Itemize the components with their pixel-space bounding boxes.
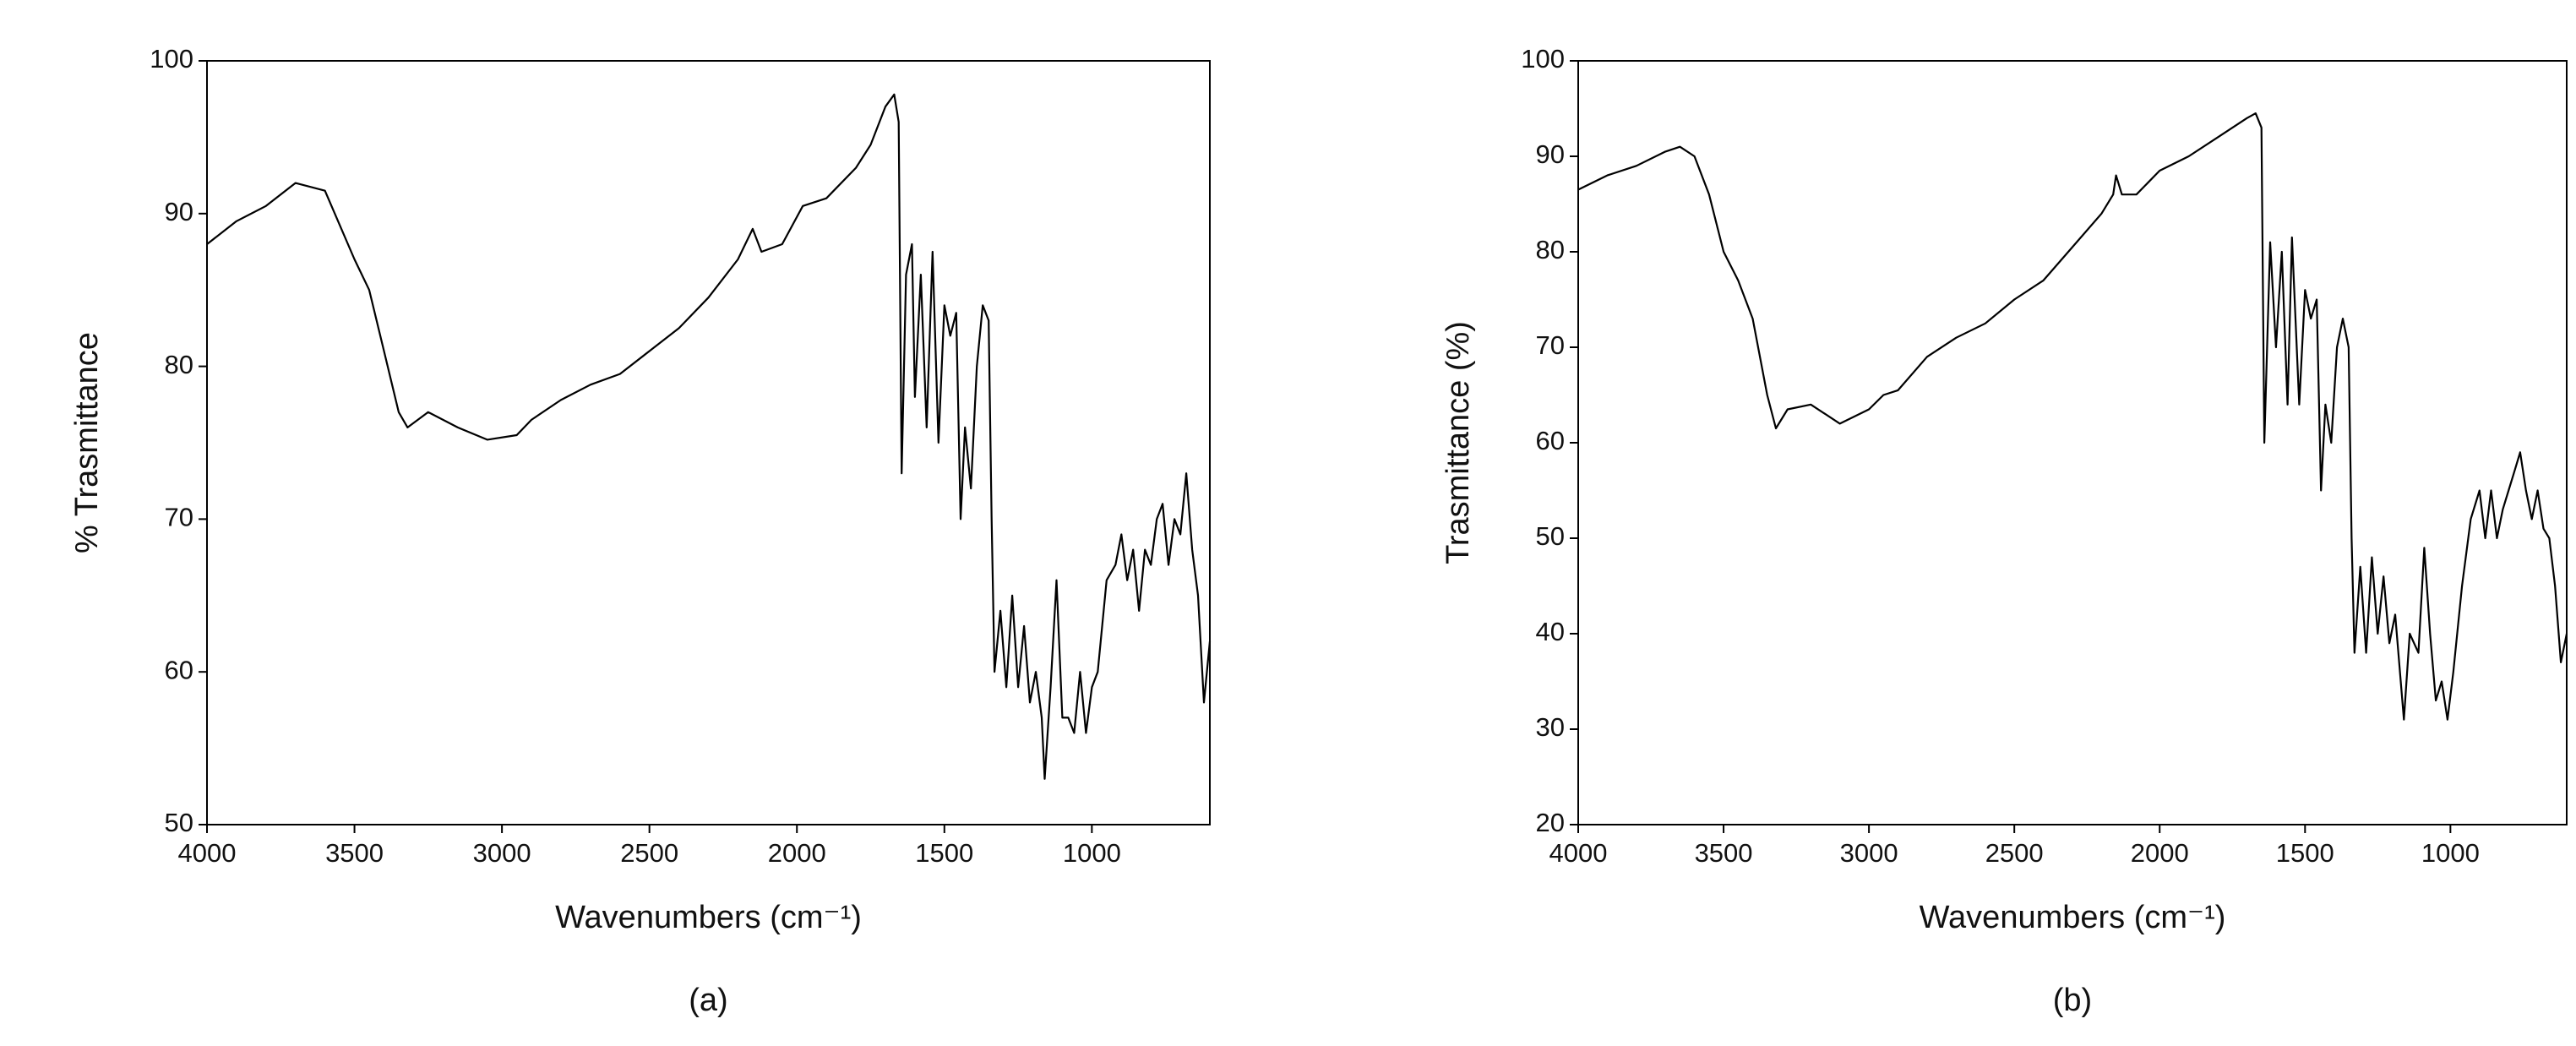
spectrum-line xyxy=(1577,112,2568,721)
x-tick-label: 3000 xyxy=(473,838,531,868)
y-tick-label: 100 xyxy=(150,44,193,74)
y-tick-label: 50 xyxy=(1536,521,1565,551)
x-tick-label: 1500 xyxy=(2276,838,2334,868)
x-tick-label: 2000 xyxy=(2131,838,2189,868)
y-tick-label: 90 xyxy=(1536,139,1565,169)
x-tick-label: 4000 xyxy=(178,838,237,868)
spectrum-line xyxy=(206,93,1212,780)
y-axis-label: Trasmittance (%) xyxy=(1440,321,1476,564)
x-tick-label: 1000 xyxy=(2421,838,2480,868)
x-tick-label: 1000 xyxy=(1063,838,1121,868)
y-tick-label: 70 xyxy=(1536,330,1565,360)
caption: (a) xyxy=(689,983,727,1018)
x-tick-label: 3500 xyxy=(325,838,384,868)
plot-frame xyxy=(1577,60,2568,825)
x-tick-label: 3500 xyxy=(1695,838,1753,868)
y-tick-label: 80 xyxy=(165,350,193,379)
x-tick-label: 2500 xyxy=(620,838,678,868)
x-tick-label: 2000 xyxy=(768,838,826,868)
y-tick-label: 70 xyxy=(165,503,193,532)
y-tick-label: 40 xyxy=(1536,617,1565,646)
y-tick-label: 90 xyxy=(165,197,193,226)
y-tick-label: 60 xyxy=(165,655,193,684)
y-tick-label: 60 xyxy=(1536,426,1565,455)
y-tick-label: 50 xyxy=(165,808,193,837)
y-tick-label: 30 xyxy=(1536,712,1565,742)
caption: (b) xyxy=(2053,983,2092,1018)
x-axis-label: Wavenumbers (cm⁻¹) xyxy=(1920,900,2226,935)
x-tick-label: 2500 xyxy=(1985,838,2044,868)
y-tick-label: 80 xyxy=(1536,235,1565,264)
x-axis-label: Wavenumbers (cm⁻¹) xyxy=(555,900,862,935)
x-tick-label: 3000 xyxy=(1840,838,1898,868)
y-axis-label: % Trasmittance xyxy=(69,332,105,553)
y-tick-label: 100 xyxy=(1521,44,1565,74)
y-tick-label: 20 xyxy=(1536,808,1565,837)
x-tick-label: 1500 xyxy=(915,838,973,868)
x-tick-label: 4000 xyxy=(1549,838,1608,868)
plot-frame xyxy=(206,60,1211,825)
